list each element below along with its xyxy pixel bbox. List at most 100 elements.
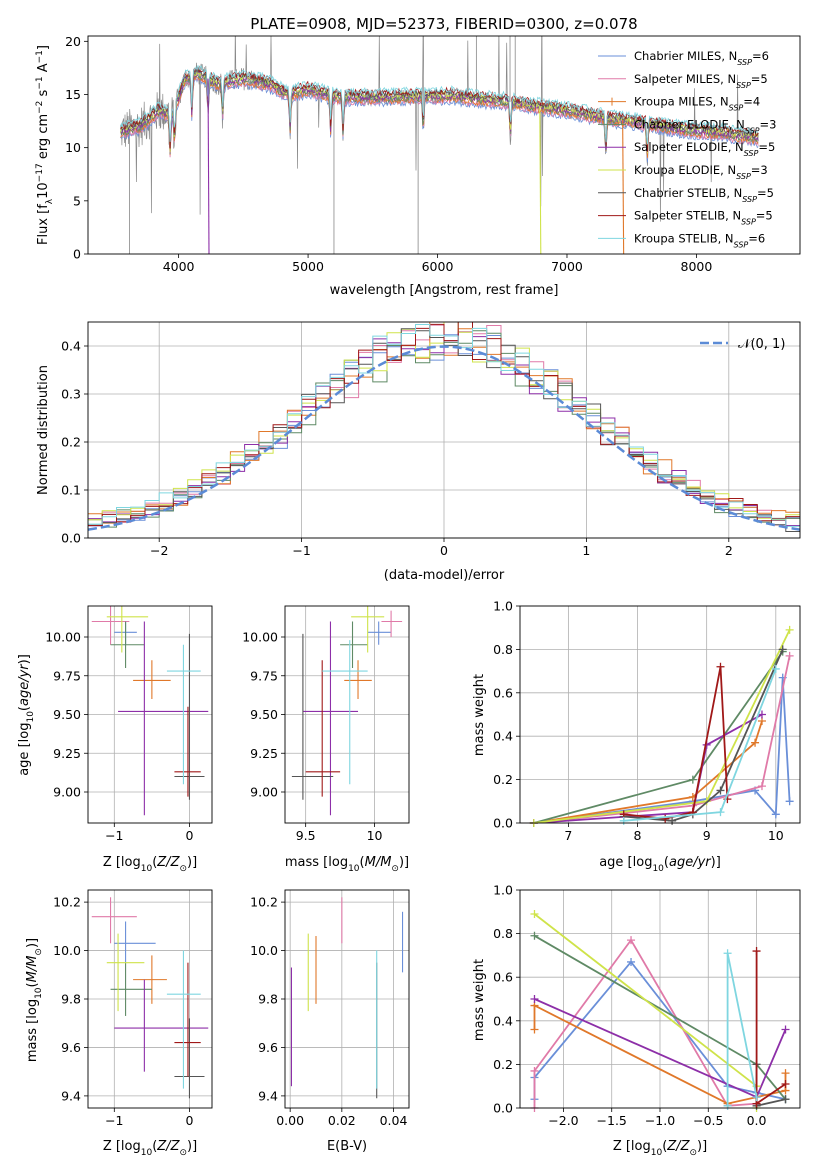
y-tick-label: 9.25 (250, 746, 278, 761)
y-axis-label: mass [log10(M/M⊙)] (25, 938, 44, 1062)
frame-age-vs-mass (284, 605, 410, 824)
gaussian-curve (88, 345, 800, 531)
y-tick-label: 9.00 (53, 785, 81, 800)
y-tick-label: 10.00 (45, 630, 81, 645)
series-marker (530, 909, 539, 918)
spectrum-model-dropout (622, 120, 625, 254)
series-marker (723, 949, 732, 958)
errorbar-salpeter-elodie (114, 979, 209, 1072)
legend-entry: Chabrier MILES, NSSP=6 (634, 49, 769, 67)
x-tick-label: 7 (564, 828, 572, 843)
y-axis-label: mass weight (472, 674, 487, 756)
errorbar-salpeter-stelib (305, 660, 341, 797)
series-marker (785, 625, 794, 634)
x-tick-label: 5000 (292, 259, 324, 274)
series-line (533, 720, 763, 823)
x-tick-label: 0 (185, 1113, 193, 1128)
spectrum-model-salpeter-stelib (120, 65, 759, 152)
series-marker (752, 947, 761, 956)
y-tick-label: 9.8 (258, 992, 278, 1007)
legend-entry: Chabrier STELIB, NSSP=5 (634, 186, 774, 204)
series-chabrier-miles (529, 673, 794, 827)
frame-weight-vs-age (519, 605, 801, 824)
series-marker (781, 1025, 790, 1034)
x-axis-label: age [log10(age/yr)] (599, 855, 721, 874)
histogram-kroupa-stelib (88, 324, 800, 527)
series-line (533, 629, 791, 823)
series-salpeter-miles (529, 651, 794, 827)
x-axis-label: Z [log10(Z/Z⊙)] (103, 1139, 197, 1158)
errorbar-chabrier-elodie (340, 621, 368, 668)
y-tick-label: 5 (73, 193, 81, 208)
y-tick-label: 9.50 (53, 707, 81, 722)
series-line (533, 677, 791, 823)
axes-residuals: −2 −1 0 1 2 0.0 0.1 0.2 0.3 0.4 (61, 322, 800, 558)
y-tick-label: 0.0 (493, 816, 513, 831)
series-marker (723, 1101, 732, 1110)
series-marker (781, 1080, 790, 1089)
series-marker (668, 816, 677, 825)
x-tick-label: 6000 (422, 259, 454, 274)
x-tick-label: 0.0 (747, 1113, 767, 1128)
series-kroupa-elodie (530, 909, 761, 1112)
series-marker (771, 664, 780, 673)
legend-entry: Salpeter STELIB, NSSP=5 (634, 209, 773, 227)
errorbar-kroupa-miles (133, 955, 167, 1004)
errorbar-salpeter-stelib (174, 706, 201, 797)
x-tick-label: 10 (367, 828, 383, 843)
x-tick-label: 1 (582, 543, 590, 558)
y-tick-label: 9.4 (258, 1088, 278, 1103)
frame-weight-vs-Z (519, 889, 801, 1109)
y-tick-label: 10.00 (242, 630, 278, 645)
series-marker (530, 1025, 539, 1034)
x-tick-label: 0.04 (380, 1113, 408, 1128)
legend-gaussian-label: 𝒩(0, 1) (738, 337, 785, 352)
series-marker (716, 808, 725, 817)
x-tick-label: 9 (703, 828, 711, 843)
y-tick-label: 10 (65, 140, 81, 155)
x-tick-label: 9.5 (296, 828, 316, 843)
axes-age-vs-Z: −1 0 9.00 9.25 9.50 9.75 10.00 (45, 606, 212, 843)
errorbar-chabrier-elodie (110, 621, 145, 668)
x-tick-label: −1 (105, 1113, 123, 1128)
errorbar-kroupa-stelib (166, 950, 201, 1089)
x-tick-label: 10 (768, 828, 784, 843)
series-marker (619, 816, 628, 825)
series-marker (781, 1069, 790, 1078)
series-marker (530, 1066, 539, 1075)
frame-spectrum (87, 35, 801, 255)
errorbar-salpeter-miles (91, 606, 130, 645)
spectrum-legend: Chabrier MILES, NSSP=6 Salpeter MILES, NS… (598, 49, 776, 249)
y-tick-label: 0.4 (61, 339, 81, 354)
errorbar-chabrier-elodie (110, 962, 152, 1016)
x-axis-label: Z [log10(Z/Z⊙)] (103, 855, 197, 874)
y-tick-label: 10.0 (250, 943, 278, 958)
y-tick-label: 10.2 (250, 895, 278, 910)
series-line (533, 651, 784, 823)
legend-entry: Kroupa MILES, NSSP=4 (634, 95, 760, 113)
spectrum-model-kroupa-stelib (120, 64, 759, 145)
x-tick-label: 0.00 (276, 1113, 304, 1128)
y-tick-label: 15 (65, 87, 81, 102)
axes-age-vs-mass: 9.5 10 9.00 9.25 9.50 9.75 10.00 (242, 606, 409, 843)
x-tick-label: 7000 (551, 259, 583, 274)
series-marker (661, 814, 670, 823)
y-tick-label: 1.0 (493, 599, 513, 614)
x-tick-label: −2.0 (548, 1113, 578, 1128)
y-tick-label: 0.4 (493, 1013, 513, 1028)
errorbar-kroupa-miles (344, 660, 372, 699)
y-tick-label: 1.0 (493, 883, 513, 898)
series-kroupa-stelib (619, 664, 780, 825)
x-tick-label: −2 (150, 543, 168, 558)
x-axis-label: Z [log10(Z/Z⊙)] (613, 1139, 707, 1158)
frame-age-vs-Z (87, 605, 213, 824)
legend-entry: Kroupa STELIB, NSSP=6 (634, 231, 765, 249)
errorbar-chabrier-stelib (174, 1018, 205, 1099)
y-tick-label: 10.0 (53, 943, 81, 958)
y-tick-label: 9.75 (250, 668, 278, 683)
series-marker (530, 931, 539, 940)
y-tick-label: 0.6 (493, 685, 513, 700)
axes-weight-vs-age: 7 8 9 10 0.0 0.2 0.4 0.6 0.8 1.0 (493, 599, 800, 843)
y-tick-label: 9.25 (53, 746, 81, 761)
